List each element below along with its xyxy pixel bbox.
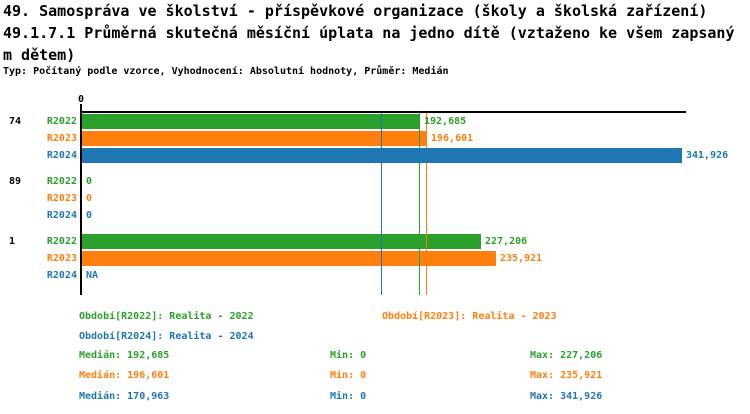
x-axis-tick-label: 0 [77,94,85,105]
bar-1-r2023 [82,251,496,266]
median-line-r2022 [419,112,420,295]
series-row-label: R2024 [46,270,77,281]
report-subtitle-line1: 49.1.7.1 Průměrná skutečná měsíční úplat… [3,24,735,42]
series-row-label: R2024 [46,210,77,221]
series-row-label: R2024 [46,150,77,161]
group-label: 74 [9,116,22,127]
bar-value-label: 227,206 [485,236,528,247]
median-stat-r2023: Medián: 196,601 [79,370,170,381]
median-stat-r2022: Medián: 192,685 [79,350,170,361]
x-axis-line [80,111,686,113]
report-meta-line: Typ: Počítaný podle vzorce, Vyhodnocení:… [3,66,449,77]
legend-item-r2023: Období[R2023]: Realita - 2023 [382,311,557,322]
bar-value-label: 0 [86,193,93,204]
bar-value-label: 0 [86,176,93,187]
max-stat-r2023: Max: 235,921 [530,370,603,381]
bar-value-label: 235,921 [500,253,543,264]
series-row-label: R2023 [46,253,77,264]
max-stat-r2022: Max: 227,206 [530,350,603,361]
min-stat-r2022: Min: 0 [330,350,367,361]
median-stat-r2024: Medián: 170,963 [79,391,170,402]
group-label: 89 [9,176,22,187]
bar-74-r2023 [82,131,427,146]
series-row-label: R2023 [46,133,77,144]
median-line-r2024 [381,112,382,295]
legend-item-r2022: Období[R2022]: Realita - 2022 [79,311,254,322]
report-subtitle-line2: m dětem) [3,46,76,64]
min-stat-r2024: Min: 0 [330,391,367,402]
group-label: 1 [9,236,16,247]
bar-74-r2024 [82,148,682,163]
bar-value-label: 196,601 [431,133,474,144]
median-line-r2023 [426,112,427,295]
series-row-label: R2022 [46,176,77,187]
bar-74-r2022 [82,114,420,129]
report-title: 49. Samospráva ve školství - příspěvkové… [3,2,708,20]
series-row-label: R2023 [46,193,77,204]
min-stat-r2023: Min: 0 [330,370,367,381]
bar-1-r2022 [82,234,481,249]
bar-value-label: 0 [86,210,93,221]
series-row-label: R2022 [46,116,77,127]
bar-value-label: 192,685 [424,116,467,127]
y-axis-line [80,104,82,295]
max-stat-r2024: Max: 341,926 [530,391,603,402]
series-row-label: R2022 [46,236,77,247]
legend-item-r2024: Období[R2024]: Realita - 2024 [79,331,254,342]
bar-value-label: 341,926 [686,150,729,161]
bar-value-label: NA [86,270,99,281]
